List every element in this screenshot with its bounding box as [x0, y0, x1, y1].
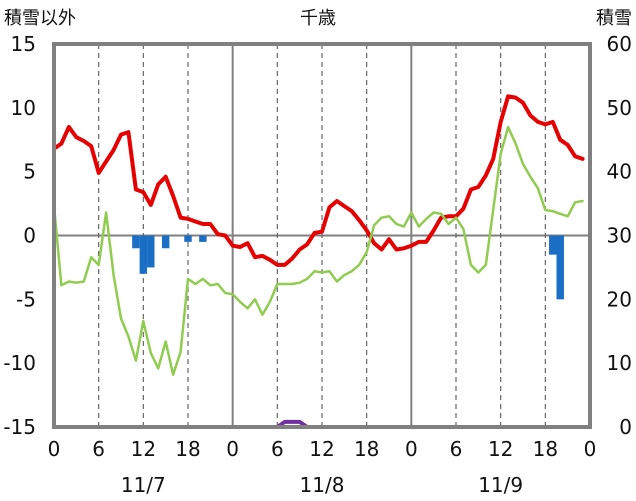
x-date-labels: 11/7 11/8 11/9	[121, 473, 523, 497]
x-hour-tick-label: 12	[488, 437, 513, 461]
left-tick-label: -15	[3, 415, 36, 439]
x-hour-tick-label: 6	[271, 437, 284, 461]
x-date-label: 11/9	[478, 473, 523, 497]
precipitation-bar	[132, 235, 140, 249]
plot-frame	[52, 42, 592, 429]
left-tick-label: 5	[23, 160, 36, 184]
right-tick-labels: 60 50 40 30 20 10 0	[607, 32, 632, 439]
x-hour-tick-label: 18	[175, 437, 200, 461]
right-axis-label: 積雪	[596, 8, 632, 29]
x-hour-tick-label: 6	[450, 437, 463, 461]
right-tick-label: 50	[607, 96, 632, 120]
left-tick-label: 15	[11, 32, 36, 56]
right-tick-label: 60	[607, 32, 632, 56]
x-hour-tick-label: 12	[309, 437, 334, 461]
x-hour-tick-label: 0	[584, 437, 597, 461]
right-tick-label: 0	[619, 415, 632, 439]
chart-title: 千歳	[300, 8, 336, 29]
right-tick-label: 10	[607, 351, 632, 375]
left-tick-label: 0	[23, 224, 36, 248]
x-date-label: 11/7	[121, 473, 166, 497]
precipitation-bars	[132, 235, 564, 300]
x-hour-tick-label: 6	[92, 437, 105, 461]
precipitation-bar	[556, 235, 564, 300]
left-tick-labels: 15 10 5 0 -5 -10 -15	[3, 32, 36, 439]
x-hour-tick-label: 18	[354, 437, 379, 461]
left-tick-label: 10	[11, 96, 36, 120]
precipitation-bar	[184, 235, 192, 242]
right-tick-label: 20	[607, 287, 632, 311]
temperature-line	[52, 94, 585, 267]
left-axis-label: 積雪以外	[4, 8, 76, 29]
grid-lines	[54, 44, 590, 427]
precipitation-bar	[147, 235, 155, 268]
x-hour-tick-labels: 0 6 12 18 0 6 12 18 0 6 12 18 0	[48, 437, 597, 461]
x-date-label: 11/8	[300, 473, 345, 497]
left-tick-label: -5	[16, 287, 36, 311]
left-tick-label: -10	[3, 351, 36, 375]
precipitation-bar	[161, 235, 170, 249]
x-hour-tick-label: 12	[131, 437, 156, 461]
precipitation-bar	[549, 235, 557, 255]
precipitation-bar	[139, 235, 148, 274]
right-tick-label: 30	[607, 224, 632, 248]
precipitation-bar	[199, 235, 207, 242]
right-tick-label: 40	[607, 160, 632, 184]
x-hour-tick-label: 0	[226, 437, 239, 461]
dewpoint-line	[52, 125, 584, 376]
x-hour-tick-label: 0	[48, 437, 61, 461]
x-hour-tick-label: 0	[405, 437, 418, 461]
x-hour-tick-label: 18	[533, 437, 558, 461]
